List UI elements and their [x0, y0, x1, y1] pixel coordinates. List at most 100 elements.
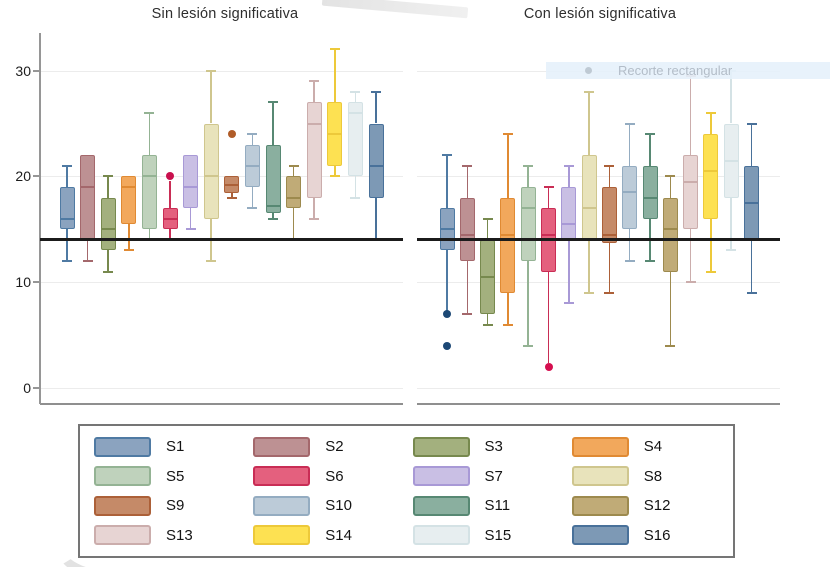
legend-item-s3: S3 — [407, 436, 566, 457]
whisker-cap-lo-s16 — [746, 291, 757, 294]
whisker-cap-lo-s2 — [462, 312, 473, 315]
whisker-cap-hi-s12 — [288, 164, 299, 167]
whisker-cap-hi-s1 — [442, 154, 452, 157]
whisker-hi-s12 — [292, 165, 295, 177]
whisker-cap-lo-s14 — [705, 270, 716, 273]
reference-line — [417, 238, 780, 242]
outlier-s9 — [227, 130, 236, 139]
legend-item-s5: S5 — [88, 466, 247, 487]
whisker-lo-s12 — [669, 271, 672, 346]
whisker-cap-lo-s7 — [563, 302, 574, 305]
legend-label-s12: S12 — [643, 497, 671, 515]
median-s8 — [581, 207, 597, 210]
whisker-cap-hi-s6 — [543, 185, 554, 188]
snip-dot-icon — [585, 67, 592, 74]
box-s13 — [683, 155, 699, 230]
whisker-lo-s15 — [730, 197, 732, 251]
whisker-hi-s11 — [649, 134, 651, 166]
y-tick-30 — [33, 69, 40, 72]
box-s14 — [703, 134, 719, 219]
median-s3 — [480, 275, 496, 278]
whisker-hi-s12 — [669, 176, 672, 198]
legend-item-s11: S11 — [407, 495, 566, 516]
whisker-hi-s2 — [466, 165, 469, 198]
legend-label-s7: S7 — [484, 467, 503, 485]
whisker-lo-s14 — [334, 165, 336, 177]
gridline-y10 — [40, 282, 403, 284]
snip-tooltip-recorte-rectangular[interactable]: Recorte rectangular — [546, 62, 830, 79]
whisker-lo-s5 — [148, 229, 151, 240]
gridline-y20 — [417, 176, 780, 178]
y-tick-20 — [33, 175, 40, 178]
panel-title-sin-lesion: Sin lesión significativa — [151, 6, 299, 22]
x-axis-spine — [40, 403, 403, 405]
whisker-cap-hi-s2 — [462, 164, 473, 167]
box-s11 — [642, 165, 658, 219]
legend-label-s16: S16 — [643, 526, 671, 544]
legend-item-s9: S9 — [88, 495, 247, 516]
whisker-hi-s3 — [107, 176, 109, 198]
whisker-lo-s2 — [86, 239, 89, 262]
box-s5 — [141, 155, 157, 230]
whisker-cap-lo-s11 — [268, 217, 278, 220]
median-s14 — [327, 133, 343, 136]
median-s12 — [662, 228, 678, 231]
legend-item-s13: S13 — [88, 525, 247, 546]
median-s7 — [183, 185, 199, 188]
y-tick-10 — [33, 281, 40, 284]
whisker-cap-lo-s15 — [726, 249, 737, 252]
whisker-cap-lo-s10 — [624, 260, 635, 263]
whisker-cap-lo-s12 — [665, 344, 676, 347]
whisker-lo-s15 — [354, 176, 357, 198]
legend-item-s14: S14 — [247, 525, 406, 546]
whisker-cap-hi-s4 — [502, 133, 513, 136]
legend-item-s1: S1 — [88, 436, 247, 457]
legend-swatch-s3 — [412, 436, 470, 457]
legend-swatch-s9 — [94, 495, 151, 516]
outlier-s6 — [544, 362, 553, 371]
median-s15 — [347, 111, 363, 114]
legend-item-s6: S6 — [247, 466, 406, 487]
gridline-y0 — [417, 388, 780, 389]
median-s15 — [723, 159, 739, 162]
legend-label-s15: S15 — [484, 526, 512, 544]
whisker-cap-hi-s3 — [482, 217, 493, 220]
whisker-lo-s3 — [486, 313, 489, 325]
whisker-lo-s12 — [292, 208, 295, 240]
box-s7 — [561, 186, 577, 240]
whisker-hi-s8 — [210, 70, 212, 124]
whisker-lo-s2 — [466, 261, 469, 314]
y-tick-0 — [33, 387, 40, 389]
whisker-lo-s6 — [547, 271, 550, 363]
whisker-cap-lo-s4 — [123, 249, 134, 252]
legend-item-s8: S8 — [566, 466, 725, 487]
whisker-cap-hi-s7 — [563, 164, 574, 167]
whisker-lo-s6 — [169, 229, 171, 240]
box-s8 — [581, 155, 597, 240]
median-s1 — [59, 217, 75, 220]
whisker-hi-s6 — [169, 180, 171, 209]
whisker-hi-s11 — [272, 102, 274, 145]
y-tick-label-30: 30 — [15, 62, 31, 79]
whisker-cap-hi-s8 — [206, 69, 217, 72]
whisker-cap-lo-s13 — [309, 217, 320, 220]
whisker-cap-hi-s10 — [247, 133, 258, 136]
whisker-cap-lo-s7 — [185, 228, 196, 231]
whisker-lo-s10 — [251, 186, 254, 209]
median-s4 — [121, 185, 137, 188]
gridline-y10 — [417, 282, 780, 284]
gridline-y0 — [40, 388, 403, 389]
legend-swatch-s4 — [571, 436, 629, 457]
whisker-cap-lo-s8 — [206, 260, 217, 263]
median-s16 — [744, 201, 759, 204]
legend-label-s11: S11 — [484, 497, 511, 515]
whisker-lo-s16 — [750, 239, 753, 293]
y-tick-label-10: 10 — [15, 274, 31, 291]
legend-swatch-s11 — [412, 495, 470, 516]
box-s8 — [203, 123, 219, 219]
y-axis-spine — [39, 33, 41, 404]
box-s10 — [622, 165, 638, 230]
legend-swatch-s8 — [571, 466, 629, 487]
whisker-hi-s4 — [507, 134, 509, 198]
